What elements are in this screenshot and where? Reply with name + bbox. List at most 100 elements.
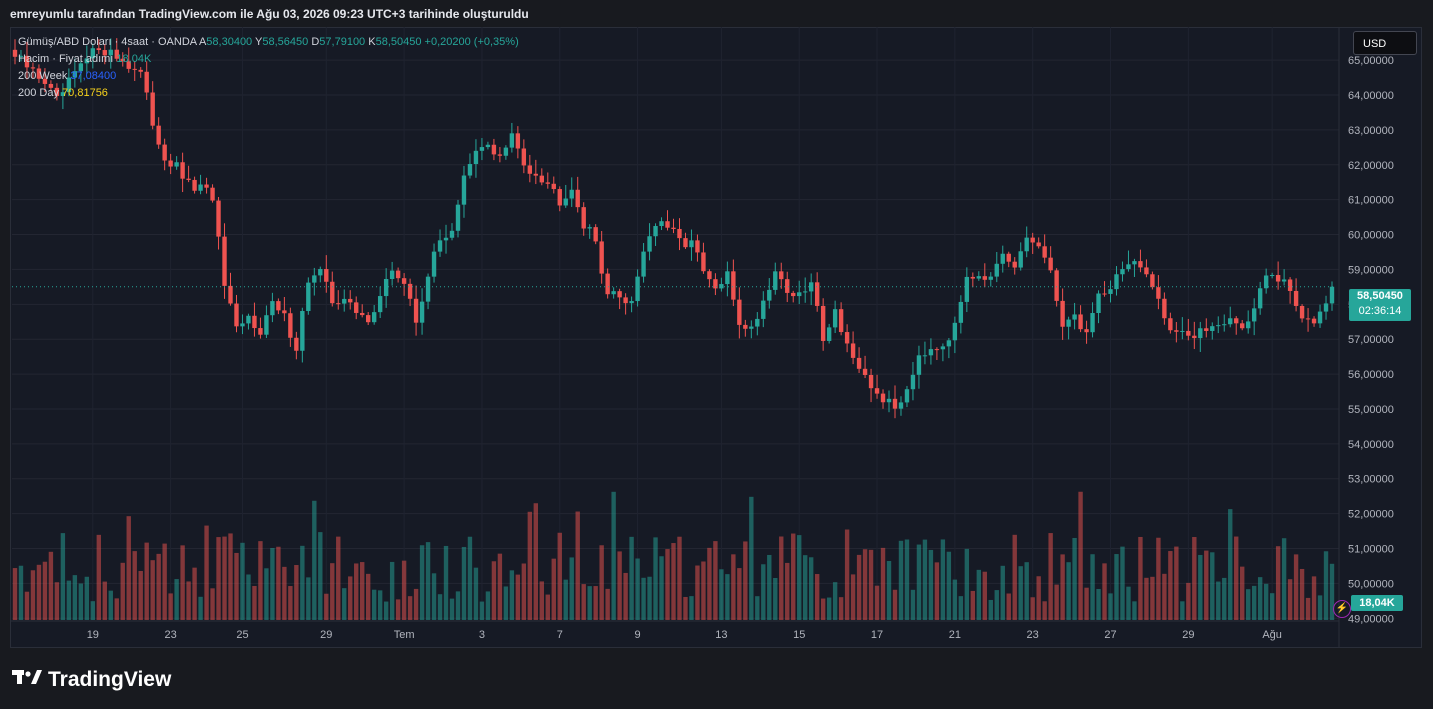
candle-body bbox=[371, 312, 377, 323]
legend-volume-value: 18,04K bbox=[116, 53, 152, 65]
candle-body bbox=[808, 282, 814, 292]
volume-bar bbox=[54, 582, 60, 620]
candle-body bbox=[246, 315, 251, 324]
legend-open: 58,30400 bbox=[206, 36, 253, 48]
volume-bar bbox=[850, 574, 856, 620]
candle-body bbox=[312, 275, 317, 283]
volume-bar bbox=[892, 589, 898, 620]
candle-body bbox=[569, 189, 574, 199]
bar-countdown: 02:36:14 bbox=[1358, 305, 1402, 317]
time-tick-label: 25 bbox=[236, 629, 248, 641]
volume-bar bbox=[856, 554, 862, 620]
volume-bar bbox=[779, 536, 784, 620]
candle-body bbox=[1228, 318, 1233, 325]
candle-body bbox=[659, 221, 664, 227]
volume-bar bbox=[593, 586, 598, 620]
price-tick-label: 51,00000 bbox=[1348, 543, 1394, 555]
price-tick-label: 61,00000 bbox=[1348, 195, 1394, 207]
volume-bar bbox=[491, 561, 497, 620]
time-tick-label: 23 bbox=[165, 629, 177, 641]
volume-bar bbox=[755, 596, 760, 620]
volume-bar bbox=[713, 541, 718, 620]
volume-bar bbox=[737, 568, 742, 620]
legend-low-label: D bbox=[311, 36, 320, 48]
candle-body bbox=[779, 271, 784, 280]
candle-body bbox=[904, 389, 910, 403]
volume-bar bbox=[569, 557, 574, 620]
volume-bar bbox=[551, 558, 556, 620]
candle-body bbox=[162, 144, 167, 161]
price-tick-label: 49,00000 bbox=[1348, 613, 1394, 625]
volume-bar bbox=[683, 596, 688, 620]
candle-body bbox=[449, 230, 455, 238]
volume-bar bbox=[1257, 577, 1263, 620]
candle-body bbox=[527, 165, 533, 174]
volume-bar bbox=[324, 593, 329, 620]
candle-body bbox=[946, 340, 952, 347]
candle-body bbox=[785, 279, 790, 293]
volume-bar bbox=[641, 577, 646, 620]
volume-bar bbox=[449, 598, 455, 620]
candle-body bbox=[1060, 300, 1065, 327]
candle-body bbox=[743, 324, 748, 329]
candle-body bbox=[515, 133, 521, 149]
volume-bar bbox=[803, 555, 808, 620]
volume-bar bbox=[844, 529, 850, 620]
legend-symbol[interactable]: Gümüş/ABD Doları · 4saat · OANDA bbox=[18, 36, 197, 48]
tradingview-brand: TradingView bbox=[12, 668, 171, 692]
volume-bar bbox=[252, 585, 257, 620]
candle-body bbox=[701, 252, 706, 272]
volume-bar bbox=[413, 588, 419, 620]
candle-body bbox=[1275, 275, 1281, 282]
candle-body bbox=[1251, 308, 1257, 322]
price-tick-label: 54,00000 bbox=[1348, 439, 1394, 451]
candle-body bbox=[1269, 275, 1275, 277]
volume-bar bbox=[797, 535, 802, 620]
volume-bar bbox=[928, 549, 934, 620]
volume-bar bbox=[228, 533, 233, 620]
candle-body bbox=[1186, 330, 1191, 336]
volume-bar bbox=[1192, 537, 1197, 620]
candle-body bbox=[587, 227, 592, 229]
candlestick-chart[interactable]: 49,00000 50,00000 51,00000 52,00000 53,00000… bbox=[10, 27, 1422, 648]
volume-bar bbox=[1168, 551, 1173, 620]
legend-high: 58,56450 bbox=[262, 36, 309, 48]
lightning-icon[interactable]: ⚡ bbox=[1333, 600, 1351, 618]
volume-bar bbox=[952, 579, 958, 620]
time-tick-label: 21 bbox=[949, 629, 961, 641]
candle-body bbox=[533, 173, 539, 176]
volume-bar bbox=[731, 554, 736, 620]
volume-bar bbox=[48, 551, 54, 620]
candle-body bbox=[850, 343, 856, 358]
candle-body bbox=[1281, 279, 1287, 282]
legend-volume-label: Hacim · Fiyat adımı bbox=[18, 53, 114, 65]
volume-bar bbox=[461, 546, 467, 620]
candle-body bbox=[725, 271, 730, 285]
legend-ma200w[interactable]: 200 Week 37,08400 bbox=[18, 70, 116, 82]
candle-body bbox=[467, 164, 473, 176]
volume-bar bbox=[1084, 587, 1089, 620]
candle-body bbox=[599, 241, 604, 274]
candle-body bbox=[1042, 246, 1047, 258]
time-tick-label: 19 bbox=[87, 629, 99, 641]
legend-change: +0,20200 (+0,35%) bbox=[424, 36, 519, 48]
volume-bar bbox=[1096, 588, 1101, 620]
volume-bar bbox=[120, 562, 125, 620]
volume-bar bbox=[401, 560, 407, 620]
volume-bar bbox=[617, 551, 622, 620]
candle-body bbox=[264, 315, 269, 335]
candle-body bbox=[1156, 287, 1161, 299]
volume-bar bbox=[605, 588, 610, 620]
currency-button[interactable]: USD bbox=[1353, 31, 1417, 55]
volume-bar bbox=[78, 583, 84, 620]
volume-bar bbox=[982, 571, 987, 620]
legend-main: Gümüş/ABD Doları · 4saat · OANDA A58,304… bbox=[18, 36, 519, 48]
legend-volume[interactable]: Hacim · Fiyat adımı 18,04K bbox=[18, 53, 151, 65]
candle-body bbox=[168, 160, 173, 167]
candle-body bbox=[1198, 328, 1203, 339]
volume-bar bbox=[808, 557, 814, 620]
legend-ma200d[interactable]: 200 Day 70,81756 bbox=[18, 87, 108, 99]
candle-body bbox=[1210, 326, 1215, 331]
volume-bar bbox=[910, 589, 916, 620]
last-volume-tag: 18,04K bbox=[1351, 595, 1403, 611]
